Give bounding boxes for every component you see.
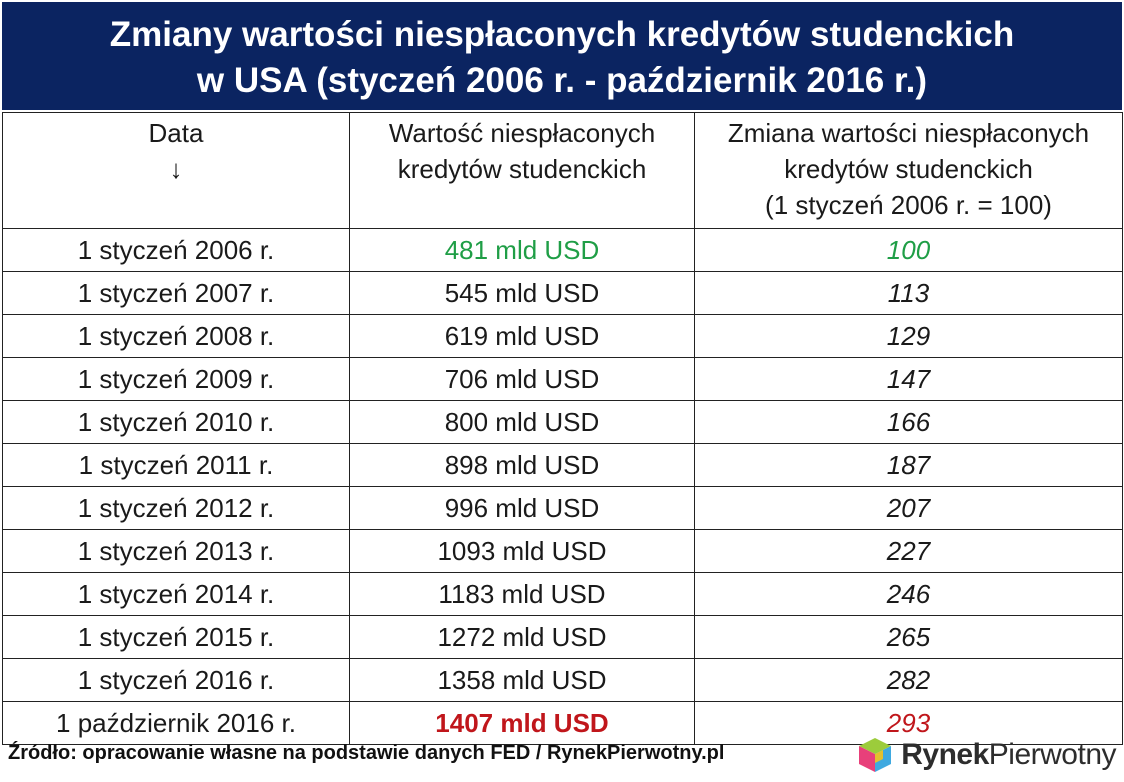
title-line-1: Zmiany wartości niespłaconych kredytów s… xyxy=(109,15,1015,54)
table-row: 1 styczeń 2006 r. 481 mld USD 100 xyxy=(2,228,1123,272)
cell-index: 113 xyxy=(694,271,1123,315)
cell-value: 800 mld USD xyxy=(349,400,695,444)
header-row: Data ↓ Wartość niespłaconych kredytów st… xyxy=(2,112,1123,229)
cell-date: 1 styczeń 2011 r. xyxy=(2,443,350,487)
cell-index: 207 xyxy=(694,486,1123,530)
cell-index: 100 xyxy=(694,228,1123,272)
table-row: 1 styczeń 2009 r. 706 mld USD 147 xyxy=(2,357,1123,401)
cell-date: 1 październik 2016 r. xyxy=(2,701,350,745)
table-row: 1 styczeń 2008 r. 619 mld USD 129 xyxy=(2,314,1123,358)
cell-index: 129 xyxy=(694,314,1123,358)
header-date-line1: Data xyxy=(148,118,204,148)
table-row: 1 styczeń 2016 r. 1358 mld USD 282 xyxy=(2,658,1123,702)
cell-date: 1 styczeń 2016 r. xyxy=(2,658,350,702)
cell-value: 1183 mld USD xyxy=(349,572,695,616)
table-row: 1 styczeń 2007 r. 545 mld USD 113 xyxy=(2,271,1123,315)
table-row: 1 styczeń 2011 r. 898 mld USD 187 xyxy=(2,443,1123,487)
cell-date: 1 styczeń 2013 r. xyxy=(2,529,350,573)
title-line-2: w USA (styczeń 2006 r. - październik 201… xyxy=(196,61,928,100)
header-index-line2: kredytów studenckich xyxy=(784,154,1033,184)
cell-value: 481 mld USD xyxy=(349,228,695,272)
header-index: Zmiana wartości niespłaconych kredytów s… xyxy=(694,112,1123,229)
cell-index: 147 xyxy=(694,357,1123,401)
table-row: 1 styczeń 2013 r. 1093 mld USD 227 xyxy=(2,529,1123,573)
table-row: 1 styczeń 2010 r. 800 mld USD 166 xyxy=(2,400,1123,444)
cell-value: 996 mld USD xyxy=(349,486,695,530)
cell-date: 1 styczeń 2009 r. xyxy=(2,357,350,401)
table-row: 1 styczeń 2015 r. 1272 mld USD 265 xyxy=(2,615,1123,659)
title-bar: Zmiany wartości niespłaconych kredytów s… xyxy=(2,2,1122,110)
cell-date: 1 styczeń 2014 r. xyxy=(2,572,350,616)
header-date: Data ↓ xyxy=(2,112,350,229)
brand-part1: Rynek xyxy=(901,738,989,771)
header-index-line1: Zmiana wartości niespłaconych xyxy=(727,118,1090,148)
table-row: 1 październik 2016 r. 1407 mld USD 293 xyxy=(2,701,1123,745)
cell-index: 282 xyxy=(694,658,1123,702)
header-value-line1: Wartość niespłaconych xyxy=(388,118,656,148)
cube-logo-icon xyxy=(859,738,892,772)
source-note: Źródło: opracowanie własne na podstawie … xyxy=(8,742,725,764)
brand-name: RynekPierwotny xyxy=(901,738,1116,772)
arrow-down-icon: ↓ xyxy=(169,154,183,184)
header-value-line2: kredytów studenckich xyxy=(397,154,647,184)
cell-index: 227 xyxy=(694,529,1123,573)
cell-date: 1 styczeń 2006 r. xyxy=(2,228,350,272)
cell-value: 706 mld USD xyxy=(349,357,695,401)
cell-date: 1 styczeń 2015 r. xyxy=(2,615,350,659)
cell-index: 265 xyxy=(694,615,1123,659)
cell-value: 1093 mld USD xyxy=(349,529,695,573)
cell-date: 1 styczeń 2010 r. xyxy=(2,400,350,444)
data-table: Data ↓ Wartość niespłaconych kredytów st… xyxy=(2,112,1123,745)
cell-index: 293 xyxy=(694,701,1123,745)
header-index-line3: (1 styczeń 2006 r. = 100) xyxy=(765,190,1052,220)
cell-value: 1407 mld USD xyxy=(349,701,695,745)
cell-date: 1 styczeń 2012 r. xyxy=(2,486,350,530)
cell-index: 246 xyxy=(694,572,1123,616)
table-row: 1 styczeń 2014 r. 1183 mld USD 246 xyxy=(2,572,1123,616)
cell-value: 1272 mld USD xyxy=(349,615,695,659)
cell-value: 619 mld USD xyxy=(349,314,695,358)
brand-part2: Pierwotny xyxy=(988,738,1117,771)
cell-value: 898 mld USD xyxy=(349,443,695,487)
cell-value: 545 mld USD xyxy=(349,271,695,315)
table-body: 1 styczeń 2006 r. 481 mld USD 100 1 styczeń… xyxy=(2,228,1123,745)
cell-index: 187 xyxy=(694,443,1123,487)
header-value: Wartość niespłaconych kredytów studencki… xyxy=(349,112,695,229)
table-row: 1 styczeń 2012 r. 996 mld USD 207 xyxy=(2,486,1123,530)
brand-logo: RynekPierwotny xyxy=(855,733,1117,777)
cell-value: 1358 mld USD xyxy=(349,658,695,702)
cell-date: 1 styczeń 2008 r. xyxy=(2,314,350,358)
cell-date: 1 styczeń 2007 r. xyxy=(2,271,350,315)
cell-index: 166 xyxy=(694,400,1123,444)
